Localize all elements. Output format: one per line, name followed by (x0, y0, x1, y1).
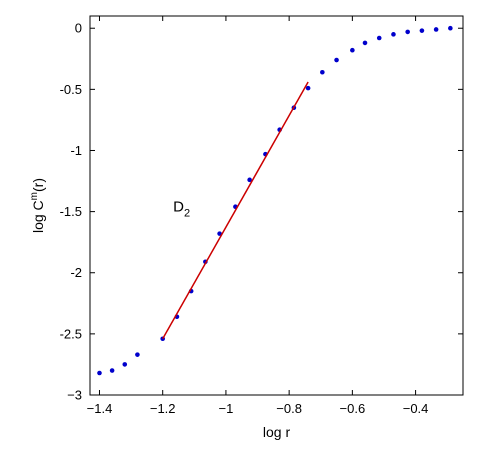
data-point (391, 32, 396, 37)
y-axis-label-base: log C (30, 200, 46, 233)
series-layer (97, 25, 453, 376)
y-tick-label: −3 (67, 388, 82, 403)
plot-area (90, 16, 463, 395)
plot-frame (89, 15, 464, 396)
data-point (419, 28, 425, 33)
y-tick-label: -2.5 (60, 326, 82, 341)
y-tick-label: -1.5 (60, 204, 82, 219)
y-tick-label: -1 (70, 143, 82, 158)
data-point (247, 177, 252, 183)
y-tick-label: -0.5 (60, 82, 82, 97)
y-axis-label-tail: (r) (30, 178, 46, 192)
data-point (320, 69, 325, 75)
y-tick-label: 0 (75, 21, 82, 36)
data-point (135, 352, 140, 357)
x-tick-label: −0.8 (276, 401, 302, 416)
x-tick-label: −1.4 (87, 401, 113, 416)
y-axis-label-sup: m (29, 192, 40, 200)
data-point (405, 29, 410, 35)
d2-annotation: D2 (173, 199, 190, 220)
x-tick-label: −0.6 (340, 401, 366, 416)
data-point (448, 25, 453, 31)
x-tick-label: −1 (219, 401, 234, 416)
fit-line (162, 81, 309, 340)
x-tick-labels: −1.4 −1.2 −1 −0.8 −0.6 −0.4 (87, 401, 429, 416)
x-axis-label: log r (263, 424, 291, 440)
data-point (97, 370, 102, 376)
y-axis-label: log Cm(r) (29, 178, 46, 233)
data-point (122, 362, 128, 367)
data-point (334, 57, 339, 63)
d2-annotation-sub: 2 (184, 208, 190, 220)
data-point (109, 368, 115, 373)
y-tick-labels: 0 -0.5 -1 -1.5 -2 -2.5 −3 (60, 21, 82, 403)
data-point (350, 47, 355, 53)
x-tick-label: −1.2 (150, 401, 176, 416)
data-point (376, 35, 382, 41)
data-point (433, 27, 439, 32)
data-point (305, 85, 311, 91)
data-point (362, 40, 368, 46)
d2-annotation-base: D (173, 199, 184, 216)
y-tick-label: -2 (70, 265, 82, 280)
x-tick-label: −0.4 (403, 401, 429, 416)
